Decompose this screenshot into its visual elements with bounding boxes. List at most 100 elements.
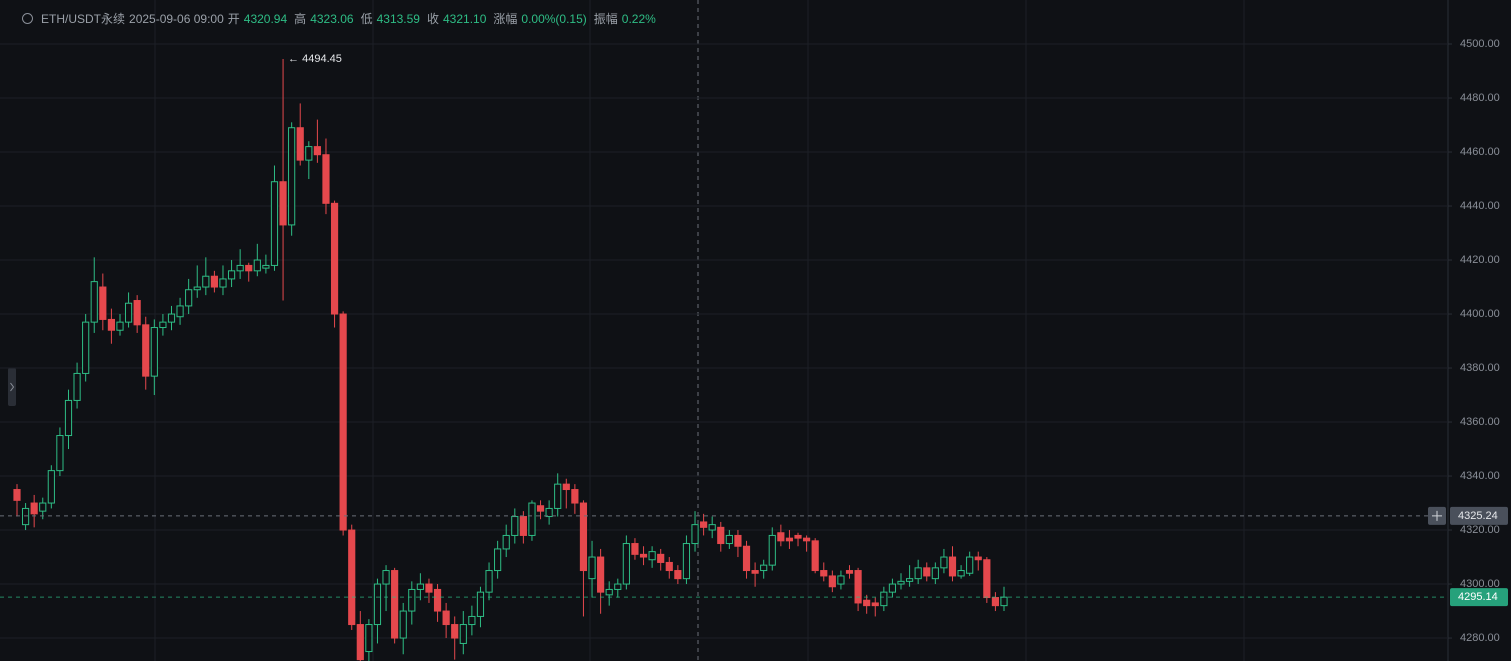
candle-body [554, 483, 562, 509]
candle-body [845, 570, 854, 574]
candle-body [245, 264, 253, 272]
candle-body [1000, 596, 1008, 607]
candle-body [485, 570, 493, 593]
candle-body [674, 570, 682, 580]
candle-body [262, 264, 270, 269]
candle-body [322, 154, 330, 204]
candle-body [176, 305, 184, 318]
candle-body [30, 502, 38, 515]
candle-body [742, 545, 751, 572]
candle-body [597, 556, 605, 593]
last-price-label: 4295.14 [1458, 591, 1498, 603]
info-label: 开 [227, 12, 240, 26]
candle-body [734, 534, 742, 547]
candle-body [717, 526, 725, 545]
candle-body [468, 615, 476, 626]
info-label: 涨幅 [493, 12, 518, 26]
candle-body [725, 534, 733, 545]
candle-body [56, 435, 64, 472]
candle-body [339, 313, 347, 531]
candle-body [82, 321, 90, 374]
candle-body [871, 602, 879, 607]
crosshair-price-label: 4325.24 [1458, 510, 1498, 522]
candle-body [408, 588, 416, 612]
info-icon[interactable] [22, 13, 33, 24]
candle-body [313, 146, 321, 156]
grid [0, 0, 1448, 661]
candle-body [159, 321, 167, 329]
candle-body [605, 588, 613, 596]
candle-body [150, 327, 158, 377]
candle-body [906, 578, 914, 582]
candle-body [391, 570, 399, 639]
crosshair-price-box [1450, 506, 1508, 525]
candle-body [511, 516, 519, 536]
candle-body [528, 502, 536, 536]
candle-body [356, 624, 364, 661]
candle-body [142, 324, 150, 377]
candle-body [648, 551, 656, 561]
candle-body [622, 543, 630, 585]
candle-body [519, 516, 527, 536]
info-value: 0.22% [621, 11, 656, 26]
candle-body [966, 556, 974, 574]
candle-body [494, 548, 502, 572]
info-label: 振幅 [593, 12, 618, 26]
candle-body [39, 502, 47, 512]
candle-body [631, 543, 639, 555]
y-tick-label: 4420.00 [1460, 254, 1500, 266]
candle-body [991, 597, 1000, 607]
candle-body [665, 561, 673, 572]
candle-body [330, 202, 339, 315]
candle-body [451, 624, 459, 639]
y-tick-label: 4460.00 [1460, 146, 1500, 158]
candle-body [210, 275, 218, 288]
candle-body [639, 553, 648, 558]
candle-body [588, 556, 596, 580]
info-value: 4323.06 [310, 11, 354, 26]
candle-body [820, 570, 828, 577]
candle-body [459, 624, 467, 644]
candle-body [167, 313, 176, 323]
candle-body [348, 529, 356, 626]
candle-body [270, 181, 279, 266]
candle-body [854, 570, 862, 604]
candle-body [288, 127, 296, 226]
candle-body [399, 610, 407, 639]
candle-body [888, 583, 897, 593]
candle-body [116, 321, 124, 331]
candle-body [64, 399, 73, 437]
candle-body [193, 286, 201, 291]
candle-body [880, 591, 888, 607]
candle-body [579, 502, 588, 572]
candle-body [931, 567, 939, 580]
side-tab[interactable] [8, 368, 16, 406]
candle-body [13, 489, 21, 501]
y-tick-label: 4400.00 [1460, 308, 1500, 320]
candle-body [90, 281, 98, 323]
candle-body [227, 270, 236, 280]
y-tick-label: 4500.00 [1460, 38, 1500, 50]
candle-body [708, 524, 716, 531]
candle-body [99, 286, 107, 320]
candle-body [545, 507, 553, 518]
candle-body [21, 507, 30, 526]
y-tick-label: 4440.00 [1460, 200, 1500, 212]
candle-body [185, 289, 193, 307]
candle-body [476, 591, 485, 617]
plus-icon [1432, 510, 1442, 521]
candle-body [614, 583, 622, 590]
candle-body [923, 567, 931, 577]
candle-body [785, 537, 794, 542]
candle-body [47, 470, 55, 504]
candle-body [863, 599, 871, 607]
candle-body [253, 259, 261, 272]
candle-body [657, 553, 665, 563]
last-price-box [1450, 588, 1508, 607]
candle-body [828, 575, 836, 588]
info-label: 收 [426, 12, 439, 26]
info-label: 低 [360, 12, 373, 26]
y-tick-label: 4360.00 [1460, 416, 1500, 428]
